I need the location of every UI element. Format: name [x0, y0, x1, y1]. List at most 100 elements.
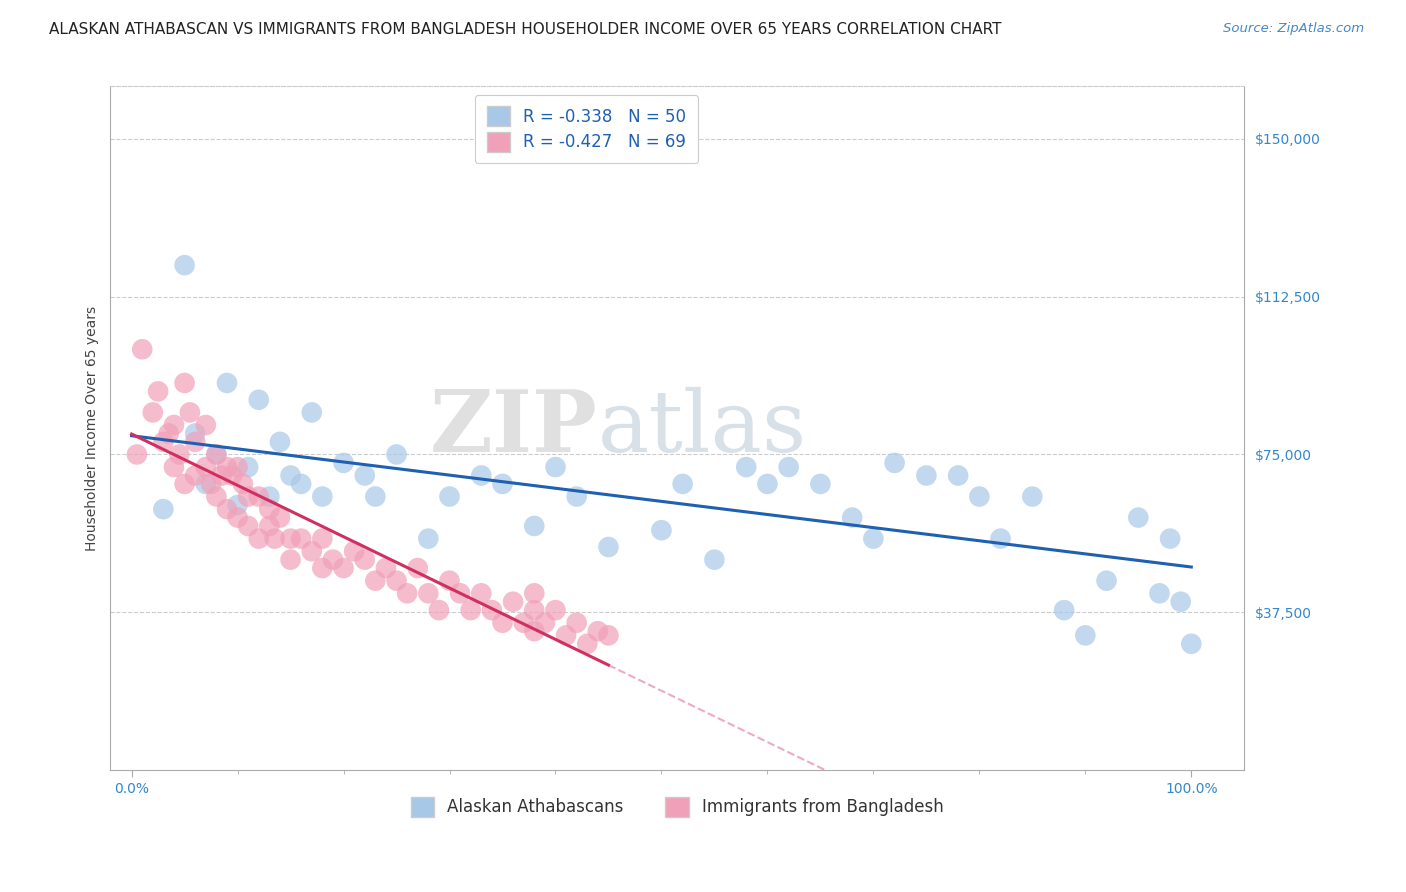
Point — [259, 502, 281, 516]
Point — [353, 468, 375, 483]
Point — [194, 417, 217, 432]
Point — [238, 460, 260, 475]
Point — [862, 532, 884, 546]
Point — [157, 426, 180, 441]
Point — [650, 523, 672, 537]
Point — [173, 376, 195, 390]
Point — [259, 490, 281, 504]
Point — [215, 460, 238, 475]
Point — [990, 532, 1012, 546]
Point — [565, 490, 588, 504]
Point — [385, 574, 408, 588]
Point — [427, 603, 450, 617]
Point — [184, 434, 207, 449]
Point — [263, 532, 285, 546]
Point — [247, 490, 270, 504]
Point — [173, 477, 195, 491]
Point — [449, 586, 471, 600]
Point — [215, 376, 238, 390]
Point — [205, 447, 228, 461]
Point — [131, 343, 153, 357]
Point — [247, 532, 270, 546]
Point — [512, 615, 534, 630]
Point — [1074, 628, 1097, 642]
Point — [544, 603, 567, 617]
Point — [385, 447, 408, 461]
Point — [523, 586, 546, 600]
Point — [778, 460, 800, 475]
Point — [439, 490, 461, 504]
Point — [672, 477, 695, 491]
Point — [163, 460, 186, 475]
Point — [523, 624, 546, 639]
Point — [946, 468, 969, 483]
Point — [523, 519, 546, 533]
Point — [226, 510, 249, 524]
Text: atlas: atlas — [598, 386, 807, 470]
Point — [565, 615, 588, 630]
Point — [491, 477, 513, 491]
Point — [194, 460, 217, 475]
Point — [238, 519, 260, 533]
Point — [332, 561, 354, 575]
Point — [544, 460, 567, 475]
Point — [1021, 490, 1043, 504]
Point — [152, 434, 174, 449]
Point — [364, 490, 387, 504]
Text: Source: ZipAtlas.com: Source: ZipAtlas.com — [1223, 22, 1364, 36]
Point — [364, 574, 387, 588]
Point — [439, 574, 461, 588]
Point — [184, 468, 207, 483]
Point — [418, 532, 440, 546]
Point — [200, 477, 222, 491]
Point — [280, 552, 302, 566]
Point — [470, 586, 492, 600]
Point — [598, 540, 620, 554]
Point — [280, 532, 302, 546]
Point — [586, 624, 609, 639]
Point — [146, 384, 169, 399]
Point — [374, 561, 396, 575]
Point — [311, 561, 333, 575]
Point — [205, 490, 228, 504]
Point — [523, 603, 546, 617]
Point — [1128, 510, 1150, 524]
Point — [969, 490, 991, 504]
Point — [1053, 603, 1076, 617]
Point — [221, 468, 243, 483]
Point — [301, 405, 323, 419]
Point — [332, 456, 354, 470]
Point — [205, 447, 228, 461]
Point — [238, 490, 260, 504]
Point — [169, 447, 191, 461]
Point — [470, 468, 492, 483]
Point — [259, 519, 281, 533]
Point — [163, 417, 186, 432]
Point — [301, 544, 323, 558]
Point — [1159, 532, 1181, 546]
Point — [406, 561, 429, 575]
Point — [179, 405, 201, 419]
Point — [290, 477, 312, 491]
Point — [173, 258, 195, 272]
Point — [756, 477, 779, 491]
Point — [598, 628, 620, 642]
Point — [1170, 595, 1192, 609]
Point — [290, 532, 312, 546]
Point — [353, 552, 375, 566]
Point — [142, 405, 165, 419]
Point — [232, 477, 254, 491]
Point — [152, 502, 174, 516]
Point — [226, 460, 249, 475]
Point — [1095, 574, 1118, 588]
Point — [215, 502, 238, 516]
Point — [703, 552, 725, 566]
Point — [125, 447, 148, 461]
Point — [269, 434, 291, 449]
Point — [211, 468, 233, 483]
Text: ALASKAN ATHABASCAN VS IMMIGRANTS FROM BANGLADESH HOUSEHOLDER INCOME OVER 65 YEAR: ALASKAN ATHABASCAN VS IMMIGRANTS FROM BA… — [49, 22, 1001, 37]
Point — [883, 456, 905, 470]
Point — [810, 477, 832, 491]
Y-axis label: Householder Income Over 65 years: Householder Income Over 65 years — [86, 306, 100, 550]
Point — [534, 615, 557, 630]
